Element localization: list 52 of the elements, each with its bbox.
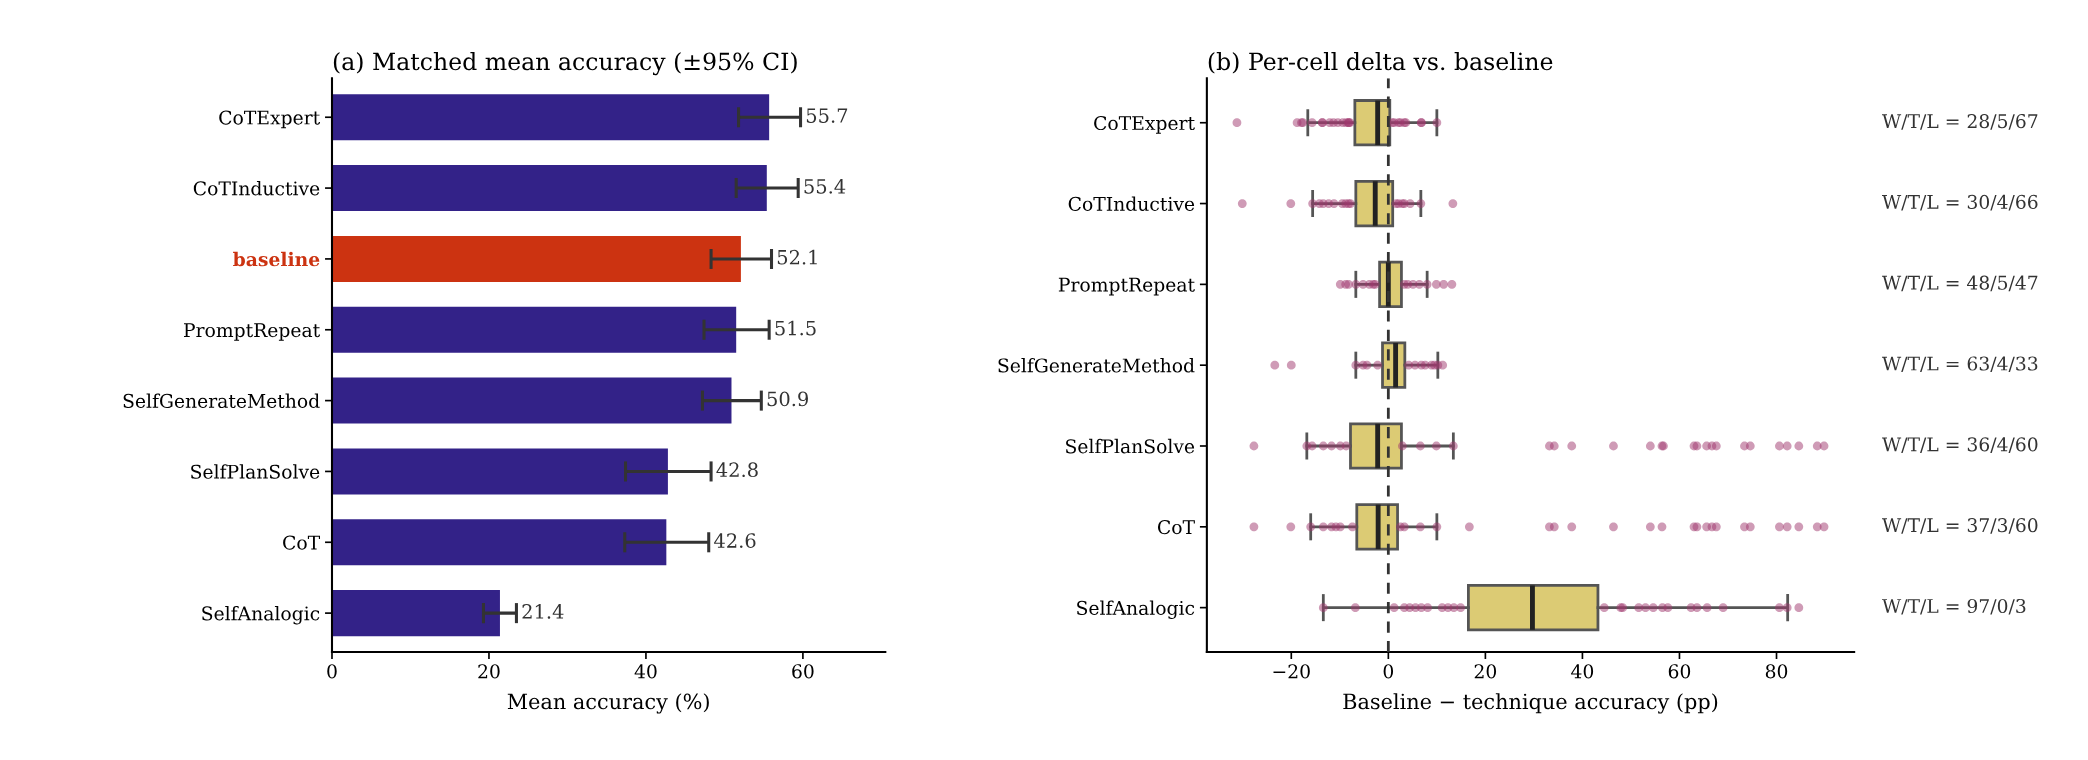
- data-label: 55.4: [804, 179, 846, 194]
- text: W/T/L = 63/4/33: [1882, 356, 2038, 373]
- y-tick-label: PromptRepeat: [184, 323, 321, 341]
- x-tick-label: 40: [1571, 664, 1594, 679]
- x-tick-label: 20: [478, 664, 500, 679]
- y-tick-label: SelfGenerateMethod: [123, 393, 320, 408]
- bar: [331, 590, 500, 637]
- text: W/T/L = 97/0/3: [1882, 598, 2026, 615]
- y-tick-label: baseline: [233, 251, 320, 267]
- y-tick-label: SelfPlanSolve: [191, 464, 320, 479]
- data-label: 50.9: [767, 391, 808, 407]
- y-tick-label: SelfAnalogic: [1077, 600, 1195, 619]
- bar: [331, 235, 741, 282]
- y-tick-label: CoT: [1157, 520, 1195, 535]
- y-tick-label: SelfGenerateMethod: [998, 358, 1195, 373]
- x-axis-title: Mean accuracy (%): [507, 693, 709, 714]
- data-label: 21.4: [522, 604, 564, 619]
- y-tick-label: CoTExpert: [1094, 115, 1195, 134]
- x-tick-label: 60: [1668, 664, 1691, 679]
- chart-title: (a) Matched mean accuracy (±95% CI): [333, 52, 797, 76]
- y-tick-label: CoT: [283, 535, 320, 550]
- data-label: 52.1: [777, 249, 817, 265]
- text: W/T/L = 28/5/67: [1882, 113, 2038, 130]
- y-tick-label: CoTInductive: [1068, 196, 1195, 211]
- bar: [331, 377, 732, 424]
- x-tick-label: 0: [1383, 664, 1394, 679]
- bar: [331, 519, 667, 566]
- bar: [331, 94, 770, 141]
- x-tick-label: 0: [327, 664, 337, 679]
- x-tick-label: −20: [1273, 664, 1310, 679]
- bar: [331, 165, 767, 212]
- x-axis-title: Baseline − technique accuracy (pp): [1343, 693, 1718, 714]
- x-tick-label: 40: [634, 664, 657, 679]
- chart-title: (b) Per-cell delta vs. baseline: [1208, 52, 1553, 74]
- y-tick-label: SelfPlanSolve: [1066, 438, 1195, 454]
- x-tick-label: 60: [792, 664, 814, 679]
- y-tick-label: CoTExpert: [219, 110, 321, 129]
- bar: [331, 306, 737, 353]
- data-label: 55.7: [806, 108, 848, 123]
- y-tick-label: SelfAnalogic: [202, 605, 320, 625]
- bar: [331, 448, 668, 495]
- text: W/T/L = 48/5/47: [1882, 275, 2038, 292]
- y-tick-label: PromptRepeat: [1058, 277, 1195, 296]
- data-label: 42.6: [714, 533, 756, 548]
- text: W/T/L = 37/3/60: [1882, 518, 2038, 534]
- y-tick-label: CoTInductive: [193, 180, 320, 196]
- text: W/T/L = 36/4/60: [1882, 437, 2038, 453]
- x-tick-label: 80: [1765, 664, 1788, 679]
- data-label: 42.8: [716, 462, 758, 478]
- data-label: 51.5: [775, 320, 816, 336]
- x-tick-label: 20: [1474, 664, 1497, 679]
- text: W/T/L = 30/4/66: [1882, 194, 2038, 211]
